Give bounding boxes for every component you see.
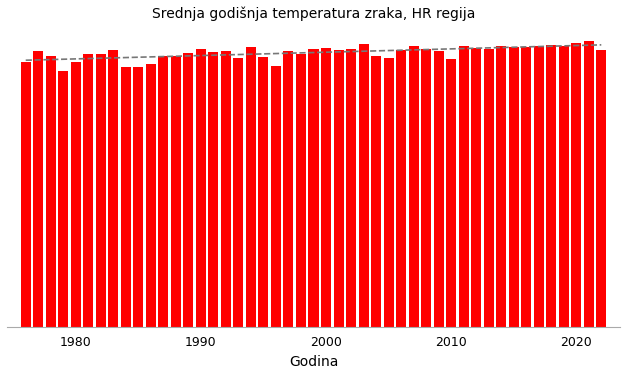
Title: Srednja godišnja temperatura zraka, HR regija: Srednja godišnja temperatura zraka, HR r…	[152, 7, 475, 21]
Bar	[83, 54, 93, 327]
Bar	[196, 49, 206, 327]
Bar	[384, 58, 394, 327]
Bar	[471, 48, 481, 327]
Bar	[521, 47, 531, 327]
Bar	[359, 44, 369, 327]
Bar	[559, 46, 569, 327]
Bar	[283, 51, 293, 327]
Bar	[221, 51, 231, 327]
Bar	[208, 52, 218, 327]
Bar	[159, 56, 169, 327]
Bar	[296, 54, 306, 327]
Bar	[508, 47, 519, 327]
Bar	[258, 56, 268, 327]
Bar	[246, 47, 256, 327]
Bar	[446, 59, 456, 327]
Bar	[371, 56, 381, 327]
Bar	[421, 49, 431, 327]
Bar	[596, 50, 606, 327]
Bar	[21, 62, 31, 327]
Bar	[321, 48, 331, 327]
Bar	[183, 53, 193, 327]
Bar	[134, 67, 144, 327]
Bar	[496, 46, 506, 327]
Bar	[534, 46, 544, 327]
X-axis label: Godina: Godina	[289, 355, 338, 369]
Bar	[396, 50, 406, 327]
Bar	[334, 50, 344, 327]
Bar	[71, 62, 81, 327]
Bar	[346, 49, 356, 327]
Bar	[584, 41, 594, 327]
Bar	[483, 49, 493, 327]
Bar	[46, 56, 56, 327]
Bar	[458, 46, 468, 327]
Bar	[58, 71, 68, 327]
Bar	[233, 58, 243, 327]
Bar	[146, 64, 156, 327]
Bar	[308, 49, 319, 327]
Bar	[96, 54, 106, 327]
Bar	[121, 67, 131, 327]
Bar	[271, 66, 281, 327]
Bar	[434, 52, 444, 327]
Bar	[171, 56, 181, 327]
Bar	[409, 46, 419, 327]
Bar	[546, 44, 556, 327]
Bar	[571, 43, 581, 327]
Bar	[108, 50, 119, 327]
Bar	[33, 52, 43, 327]
